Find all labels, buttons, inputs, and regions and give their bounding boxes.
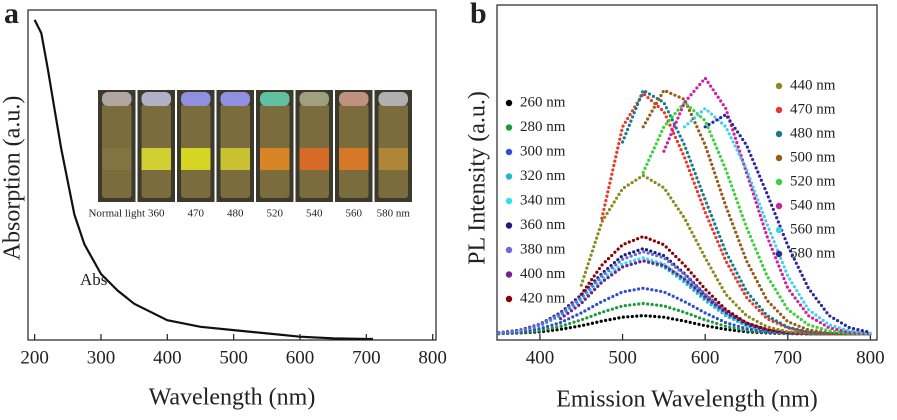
vial-emission — [220, 148, 250, 170]
vial-cap — [299, 92, 329, 106]
x-tick-label: 600 — [286, 347, 315, 368]
plot-frame — [496, 4, 878, 341]
legend-marker — [505, 246, 513, 254]
legend-label: 560 nm — [790, 221, 836, 237]
inset-label: 480 — [227, 208, 244, 220]
absorption-line — [33, 19, 373, 341]
legend-marker — [505, 148, 513, 156]
panel-label: b — [470, 0, 487, 30]
vial-emission — [260, 148, 290, 170]
plot-frame — [27, 9, 437, 341]
vial-cap — [260, 92, 290, 106]
pl-curve — [497, 301, 872, 336]
legend-marker — [775, 106, 783, 114]
x-tick-label: 400 — [153, 347, 182, 368]
legend-label: 580 nm — [790, 245, 836, 261]
y-axis-title: PL Intensity (a.u.) — [465, 91, 491, 265]
x-tick-label: 700 — [352, 347, 381, 368]
legend-label: 340 nm — [520, 192, 566, 208]
pl-curve — [682, 106, 872, 335]
legend-marker — [775, 178, 783, 186]
legend-label: 480 nm — [790, 125, 836, 141]
legend-label: 520 nm — [790, 173, 836, 189]
legend-marker — [505, 173, 513, 180]
legend-label: 260 nm — [520, 94, 566, 110]
vial-emission — [102, 148, 132, 170]
x-tick-label: 400 — [526, 347, 555, 368]
vial-emission — [181, 148, 211, 170]
vial-cap — [339, 92, 369, 106]
legend-label: 500 nm — [790, 149, 836, 165]
x-tick-label: 700 — [774, 347, 803, 368]
vial-emission — [299, 148, 329, 170]
x-axis-title: Emission Wavelength (nm) — [556, 387, 818, 413]
annotation: Abs — [80, 270, 107, 289]
legend-marker — [505, 222, 513, 229]
x-tick-label: 800 — [856, 347, 885, 368]
legend-marker — [505, 271, 513, 278]
legend-marker — [505, 197, 513, 205]
inset-label: 560 — [346, 208, 363, 220]
x-tick-label: 300 — [87, 347, 116, 368]
legend-label: 440 nm — [790, 77, 836, 93]
legend-marker — [505, 99, 513, 107]
pl-curve — [703, 112, 872, 334]
pl-curve — [497, 313, 872, 336]
inset-label: 540 — [306, 208, 323, 220]
vial-cap — [220, 92, 250, 106]
legend-marker — [505, 124, 513, 131]
pl-curve — [641, 100, 872, 336]
pl-curve — [641, 88, 872, 336]
inset-label: 360 — [148, 208, 165, 220]
legend-marker — [775, 226, 783, 234]
legend-label: 300 nm — [520, 143, 566, 159]
x-axis-title: Wavelength (nm) — [149, 385, 316, 411]
x-tick-label: 200 — [20, 347, 49, 368]
legend-marker — [505, 295, 513, 303]
x-tick-label: 600 — [691, 347, 720, 368]
legend-label: 360 nm — [520, 217, 566, 233]
pl-curve — [662, 75, 872, 336]
vial-cap — [181, 92, 211, 106]
inset-label: 470 — [188, 208, 205, 220]
x-tick-label: 800 — [418, 347, 447, 368]
vial-cap — [102, 92, 132, 106]
legend-marker — [775, 202, 783, 210]
legend-marker — [775, 154, 783, 162]
x-tick-label: 500 — [608, 347, 637, 368]
vial-emission — [378, 148, 408, 170]
y-axis-title: Absorption (a.u.) — [0, 96, 26, 261]
x-tick-label: 500 — [219, 347, 248, 368]
legend-marker — [775, 130, 783, 138]
legend-marker — [775, 82, 783, 90]
vial-emission — [141, 148, 171, 170]
vial-cap — [141, 92, 171, 106]
inset-label: 580 nm — [377, 208, 411, 220]
panel-label: a — [4, 0, 19, 30]
inset-label: Normal light — [88, 208, 145, 220]
vial-cap — [378, 92, 408, 106]
vial-emission — [339, 148, 369, 170]
legend-label: 320 nm — [520, 168, 566, 184]
legend-label: 540 nm — [790, 197, 836, 213]
legend-label: 470 nm — [790, 101, 836, 117]
inset-label: 520 — [267, 208, 284, 220]
legend-label: 380 nm — [520, 241, 566, 257]
legend-label: 420 nm — [520, 290, 566, 306]
legend-label: 280 nm — [520, 119, 566, 135]
legend-marker — [775, 250, 783, 258]
legend-label: 400 nm — [520, 266, 566, 282]
